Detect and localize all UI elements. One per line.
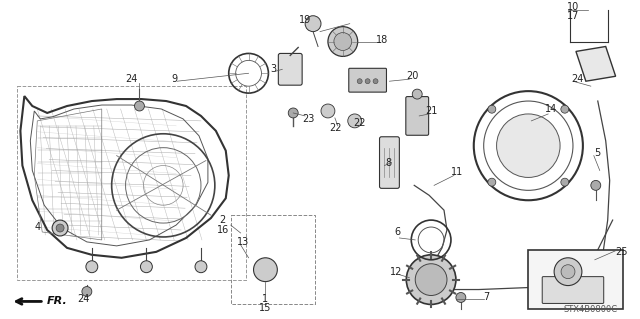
Circle shape bbox=[321, 104, 335, 118]
Text: 10: 10 bbox=[567, 2, 579, 12]
Text: 2: 2 bbox=[220, 215, 226, 225]
Text: 25: 25 bbox=[615, 247, 628, 257]
Text: STX4B0800C: STX4B0800C bbox=[563, 305, 618, 314]
Circle shape bbox=[140, 261, 152, 273]
Circle shape bbox=[357, 79, 362, 84]
Circle shape bbox=[365, 79, 370, 84]
Text: 1: 1 bbox=[262, 294, 269, 304]
Circle shape bbox=[195, 261, 207, 273]
Circle shape bbox=[561, 265, 575, 278]
Text: 24: 24 bbox=[77, 294, 90, 304]
Circle shape bbox=[406, 255, 456, 304]
Text: FR.: FR. bbox=[47, 296, 68, 307]
Text: 11: 11 bbox=[451, 167, 463, 177]
Text: 17: 17 bbox=[567, 11, 579, 21]
Text: 24: 24 bbox=[125, 74, 138, 84]
Circle shape bbox=[82, 286, 92, 296]
FancyBboxPatch shape bbox=[542, 277, 604, 303]
Text: 21: 21 bbox=[425, 106, 437, 116]
Circle shape bbox=[334, 33, 352, 50]
Text: 12: 12 bbox=[390, 267, 403, 277]
Circle shape bbox=[554, 258, 582, 286]
Circle shape bbox=[591, 181, 601, 190]
Circle shape bbox=[497, 114, 560, 177]
Text: 8: 8 bbox=[385, 158, 392, 167]
Text: 5: 5 bbox=[595, 148, 601, 158]
Circle shape bbox=[305, 16, 321, 32]
FancyBboxPatch shape bbox=[278, 53, 302, 85]
Text: 22: 22 bbox=[353, 118, 366, 128]
Text: 23: 23 bbox=[302, 114, 314, 124]
Circle shape bbox=[488, 178, 496, 186]
Text: 13: 13 bbox=[237, 237, 249, 247]
Circle shape bbox=[412, 89, 422, 99]
Circle shape bbox=[561, 178, 569, 186]
Circle shape bbox=[52, 220, 68, 236]
Circle shape bbox=[561, 105, 569, 113]
FancyBboxPatch shape bbox=[380, 137, 399, 188]
Circle shape bbox=[373, 79, 378, 84]
Circle shape bbox=[348, 114, 362, 128]
Text: 7: 7 bbox=[484, 293, 490, 302]
Circle shape bbox=[415, 264, 447, 295]
Bar bbox=[230, 215, 315, 304]
Text: 3: 3 bbox=[270, 64, 276, 74]
Circle shape bbox=[86, 261, 98, 273]
Text: 22: 22 bbox=[330, 123, 342, 133]
Text: 24: 24 bbox=[571, 74, 583, 84]
Text: 18: 18 bbox=[376, 34, 388, 45]
Text: 14: 14 bbox=[545, 104, 557, 114]
Bar bbox=[529, 250, 623, 309]
Text: 9: 9 bbox=[171, 74, 177, 84]
Text: 15: 15 bbox=[259, 303, 271, 313]
Circle shape bbox=[488, 105, 496, 113]
Circle shape bbox=[288, 108, 298, 118]
Bar bbox=[17, 86, 246, 280]
Text: 20: 20 bbox=[406, 71, 419, 81]
FancyBboxPatch shape bbox=[349, 68, 387, 92]
Circle shape bbox=[134, 101, 145, 111]
Text: 4: 4 bbox=[34, 222, 40, 232]
Polygon shape bbox=[576, 47, 616, 81]
Text: 19: 19 bbox=[299, 15, 311, 25]
Circle shape bbox=[56, 224, 64, 232]
Circle shape bbox=[328, 27, 358, 56]
FancyBboxPatch shape bbox=[406, 97, 429, 135]
Text: 16: 16 bbox=[217, 225, 229, 235]
Text: 6: 6 bbox=[394, 227, 401, 237]
Circle shape bbox=[253, 258, 277, 282]
Circle shape bbox=[456, 293, 466, 302]
